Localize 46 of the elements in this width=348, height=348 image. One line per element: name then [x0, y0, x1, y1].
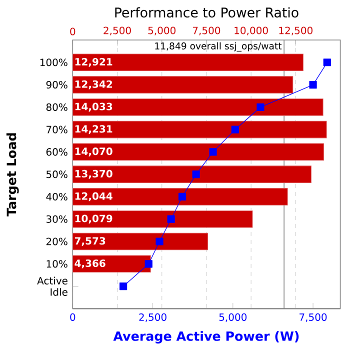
data-label: 12,044	[75, 192, 112, 202]
data-label: 14,033	[75, 102, 112, 112]
x2-tick-label: 0	[70, 28, 76, 36]
y-tick-label: 10%	[46, 260, 68, 268]
x-tick-label: 0	[70, 313, 76, 321]
y-tick-label: 70%	[46, 126, 68, 134]
point	[256, 103, 264, 111]
x2-tick-label: 7,500	[192, 26, 220, 36]
y-tick-label: 90%	[46, 80, 68, 89]
x2-tick-label: 12,500	[279, 26, 312, 36]
point	[144, 260, 152, 268]
y-tick-label: 60%	[46, 148, 68, 156]
point	[178, 192, 186, 201]
data-label: 4,366	[74, 259, 106, 268]
data-label: 12,921	[75, 58, 112, 67]
point	[120, 282, 128, 290]
y-tick-label: 80%	[46, 103, 68, 111]
y-tick-label: 20%	[46, 238, 68, 246]
point	[309, 80, 317, 89]
point	[231, 126, 239, 134]
data-label: 13,370	[75, 170, 112, 179]
x2-tick-label: 10,000	[234, 26, 268, 36]
point	[209, 148, 217, 156]
data-label: 14,231	[75, 125, 112, 134]
y-tick-label: 30%	[46, 215, 68, 223]
point	[192, 170, 200, 178]
data-label: 12,342	[75, 80, 112, 90]
data-label: 7,573	[74, 237, 106, 246]
point	[156, 238, 164, 246]
x-axis-title: Average Active Power (W)	[113, 331, 299, 344]
x2-tick-label: 2,500	[104, 26, 131, 36]
ref-line-label: 11,849 overall ssj_ops/watt	[155, 42, 282, 52]
data-label: 14,070	[75, 148, 112, 156]
x2-tick-label: 5,000	[148, 26, 176, 36]
x-tick-label: 2,500	[139, 313, 166, 322]
y-axis-title: Target Load	[6, 133, 19, 216]
y-tick-label: 100%	[40, 58, 68, 66]
y-tick-label: 50%	[46, 170, 68, 178]
y-tick-label: Active Idle	[37, 276, 68, 296]
data-label: 10,079	[75, 214, 112, 224]
y-tick-label: 40%	[46, 192, 68, 201]
x-tick-label: 5,000	[219, 313, 247, 322]
x2-axis-title: Performance to Power Ratio	[115, 7, 298, 18]
point	[167, 215, 175, 223]
x-tick-label: 7,500	[300, 313, 327, 322]
point	[323, 58, 331, 66]
